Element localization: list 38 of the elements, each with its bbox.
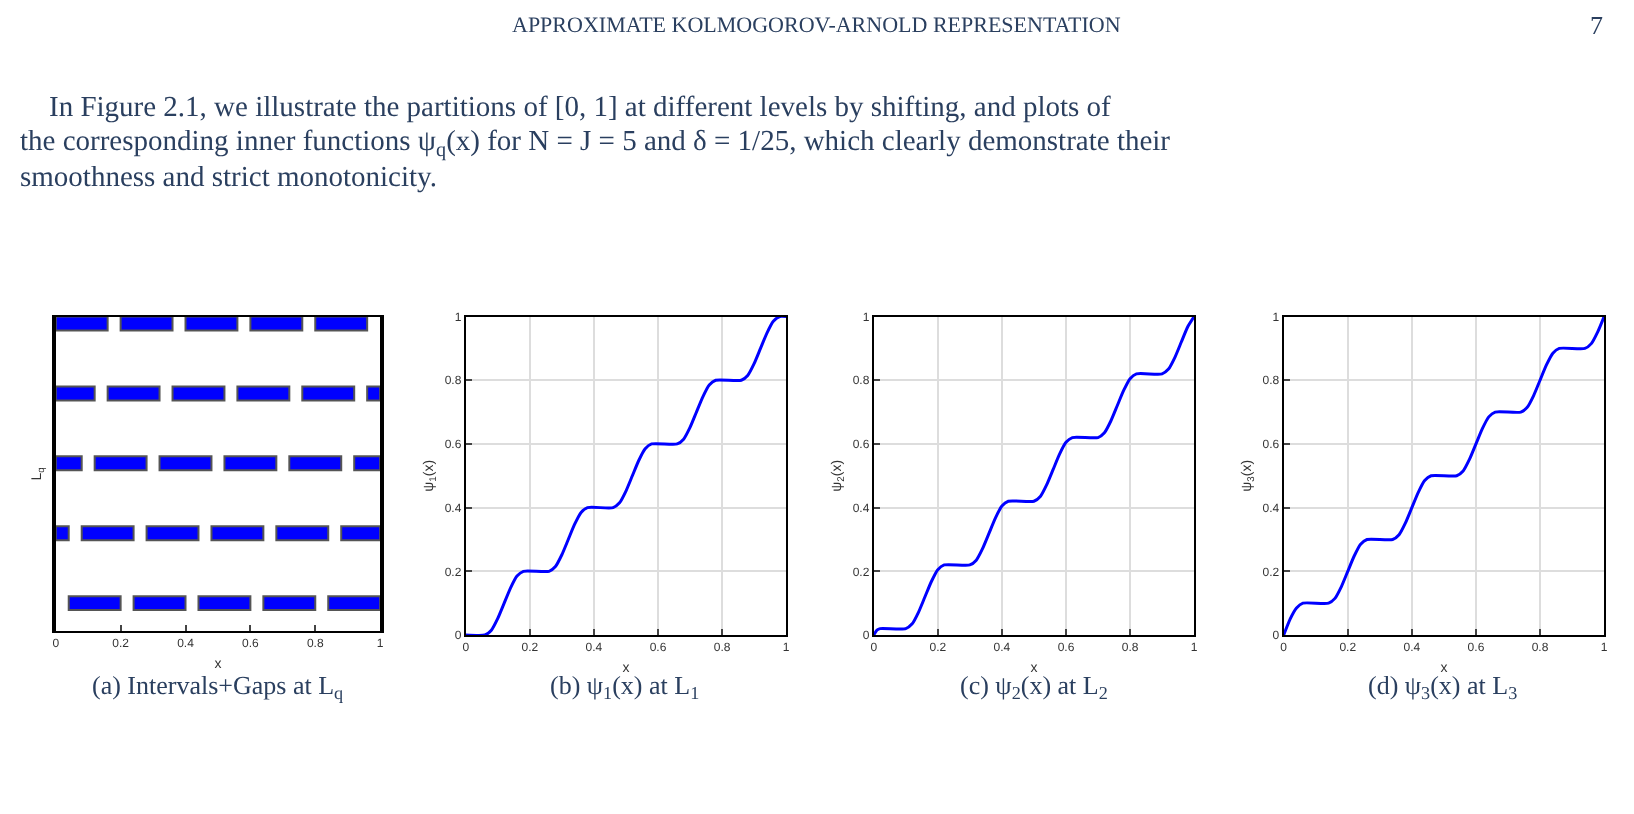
bar (171, 385, 226, 402)
bar (55, 525, 70, 542)
bar (93, 455, 148, 472)
bar (55, 316, 109, 332)
bar (327, 595, 381, 612)
bar (184, 316, 239, 332)
bar (366, 385, 381, 402)
bar (353, 455, 381, 472)
line-series (465, 316, 787, 635)
text: APPROXIMATE KOLMOGOROV-ARNOLD REPRESENTATION (512, 14, 1121, 38)
bar (301, 385, 356, 402)
bar (119, 316, 174, 332)
bar (80, 525, 135, 542)
bar (67, 595, 122, 612)
bar (132, 595, 187, 612)
bar (249, 316, 304, 332)
bar (262, 595, 317, 612)
bar (106, 385, 161, 402)
bar (197, 595, 252, 612)
bar (55, 385, 96, 402)
bar (158, 455, 213, 472)
bar (145, 525, 200, 542)
text: (a) Intervals+Gaps at L$_{q}$ (92, 670, 345, 704)
text: (c) ψ$_{2}$(x) at L$_{2}$ (960, 670, 1109, 704)
bar (210, 525, 265, 542)
text: (b) ψ$_{1}$(x) at L$_{1}$ (550, 670, 700, 704)
bar (236, 385, 291, 402)
bar (223, 455, 278, 472)
text: In Figure 2.1, we illustrate the partitions of [0, 1] at different levels by shifting, and plots of the corresponding inner functions ψ$_{q}$(x) for N = J = 5 and δ = 1/25, which clearly demonstrate their smoothness and strict monotonicity. (20, 92, 1171, 194)
bar (55, 455, 83, 472)
text: 7 (1590, 10, 1604, 40)
bar (340, 525, 381, 542)
bar (288, 455, 343, 472)
line-series (1283, 316, 1605, 635)
line-series (873, 316, 1195, 635)
text: (d) ψ$_{3}$(x) at L$_{3}$ (1368, 670, 1519, 704)
bar (314, 316, 369, 332)
bar (275, 525, 330, 542)
